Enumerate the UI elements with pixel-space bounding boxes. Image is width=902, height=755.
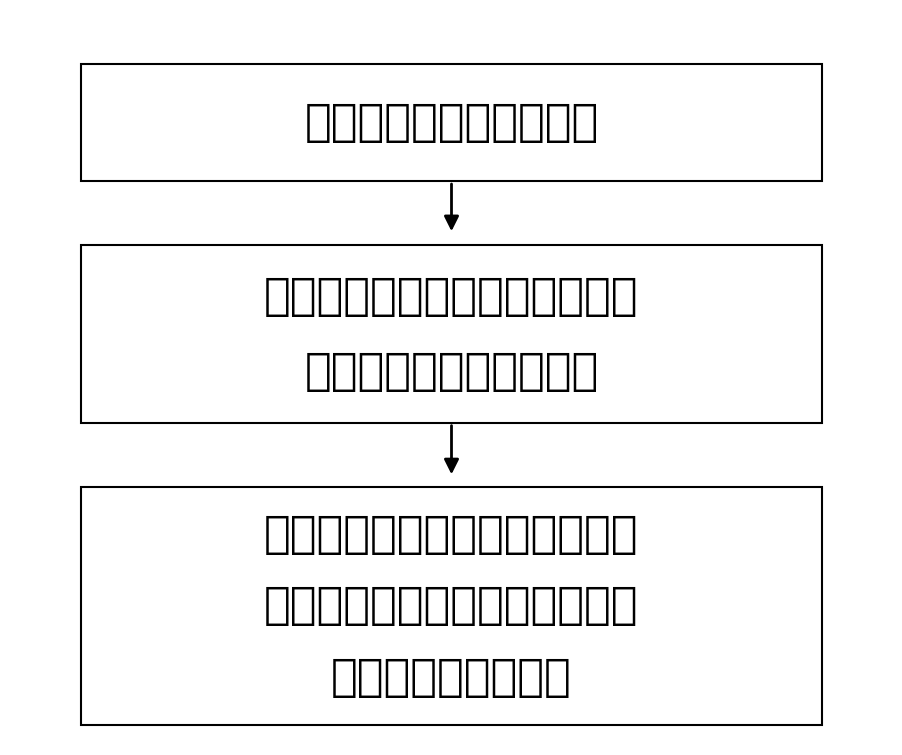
Text: 微处理器模块根据两相短路故障: 微处理器模块根据两相短路故障 [264,513,638,556]
FancyBboxPatch shape [81,245,821,423]
FancyBboxPatch shape [81,487,821,725]
FancyBboxPatch shape [81,64,821,181]
Text: 流电机两相短路故障定位: 流电机两相短路故障定位 [304,350,598,393]
Text: 三相电流数据分析处理及无刷直: 三相电流数据分析处理及无刷直 [264,275,638,318]
Text: 步换相容错运行控制: 步换相容错运行控制 [331,656,571,699]
Text: 定位结果对无刷直流电机进行四: 定位结果对无刷直流电机进行四 [264,584,638,627]
Text: 三相电流数据采集及传输: 三相电流数据采集及传输 [304,101,598,144]
